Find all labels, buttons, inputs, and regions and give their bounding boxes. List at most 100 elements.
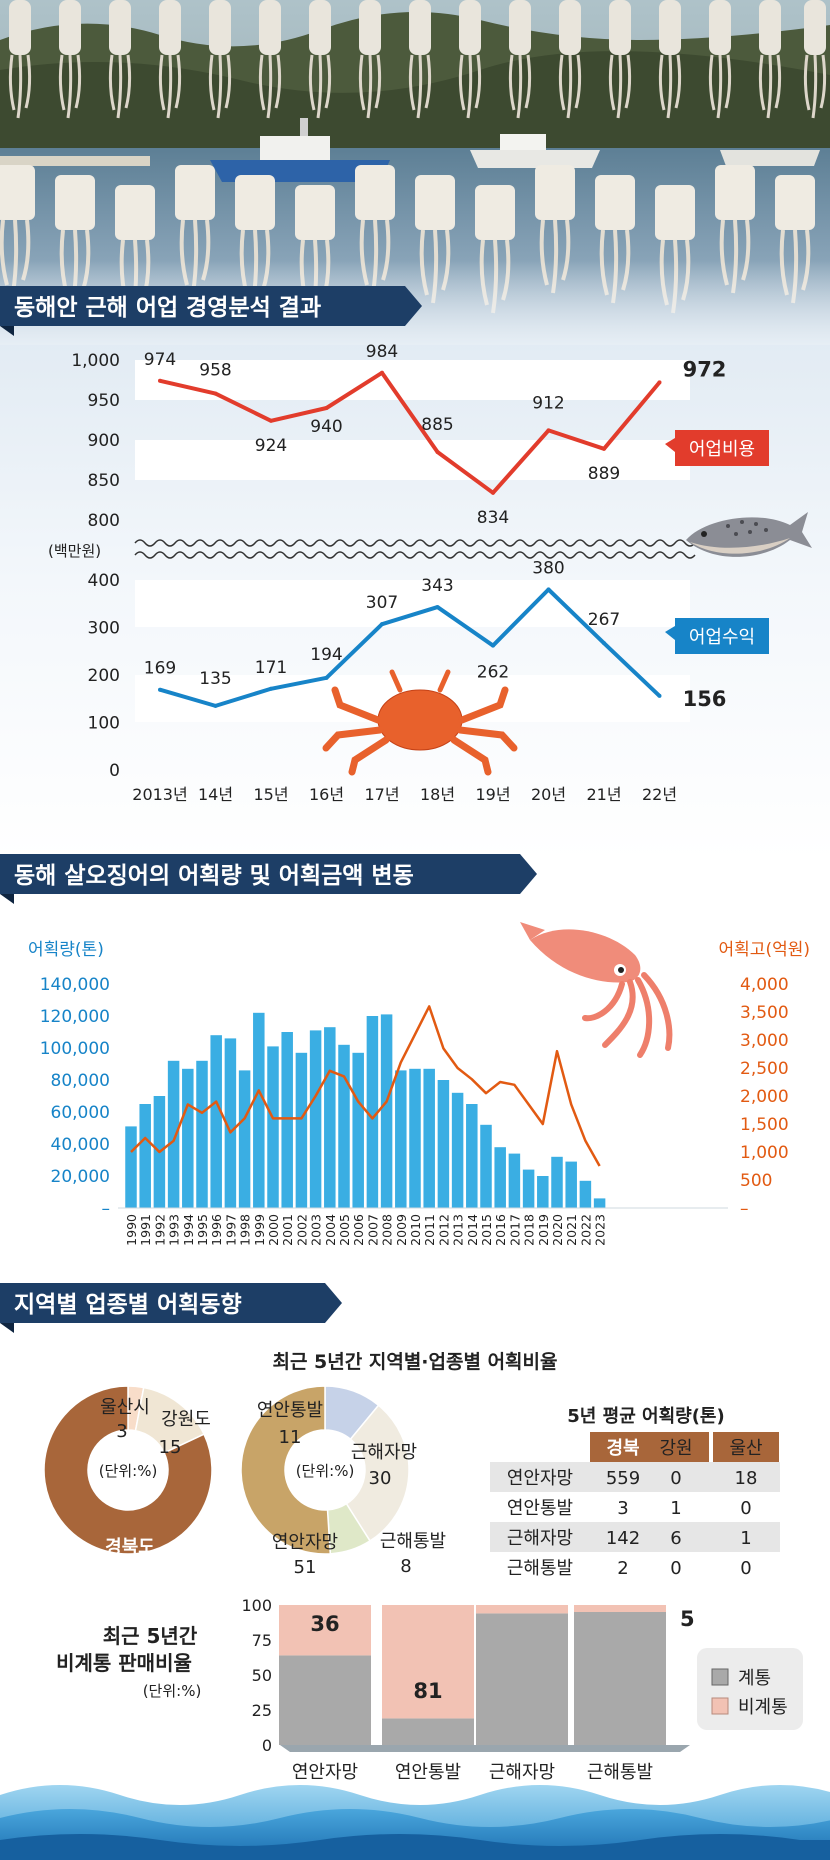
chart4-title-line1: 최근 5년간 bbox=[103, 1624, 198, 1648]
revenue-point bbox=[269, 686, 273, 691]
revenue-data-label: 380 bbox=[532, 559, 564, 579]
squid-body bbox=[709, 0, 731, 55]
x-category-label: 근해통발 bbox=[587, 1762, 653, 1783]
squid-tentacles bbox=[358, 54, 382, 119]
catch-bar bbox=[395, 1070, 407, 1208]
value-line bbox=[130, 1005, 601, 1167]
squid-tentacles bbox=[803, 54, 827, 119]
chart1-data-labels: 974 958 924 940 984 885 834 912 889 972 169 135 171 1… bbox=[144, 342, 727, 711]
revenue-data-label: 262 bbox=[477, 663, 509, 683]
cooperative-segment bbox=[279, 1655, 371, 1745]
table-header-label: 울산 bbox=[729, 1438, 762, 1459]
year-label: 2005 bbox=[337, 1214, 352, 1246]
region-donut-chart: (단위:%) 울산시 3 강원도 15 경북도 82 bbox=[43, 1385, 213, 1582]
cost-data-label: 889 bbox=[588, 464, 620, 484]
revenue-line bbox=[159, 587, 661, 708]
squid-body bbox=[759, 0, 781, 55]
table-row-label: 연안통발 bbox=[507, 1498, 573, 1519]
table-header-label: 경북 bbox=[606, 1438, 639, 1459]
chart4-legend: 계통 비계통 bbox=[697, 1648, 803, 1730]
year-label: 2016 bbox=[493, 1214, 508, 1246]
donut-slice-value: 15 bbox=[159, 1437, 182, 1458]
catch-bar bbox=[466, 1104, 478, 1208]
donut-hole bbox=[285, 1430, 365, 1510]
table-row-label: 연안자망 bbox=[507, 1468, 573, 1489]
donut-slice-value: 3 bbox=[116, 1421, 127, 1442]
donut-slice-value: 82 bbox=[117, 1561, 142, 1582]
squid-tentacles bbox=[658, 54, 682, 119]
section3-title: 지역별 업종별 어획동향 bbox=[14, 1292, 242, 1318]
catch-bar bbox=[238, 1070, 251, 1208]
table-cell: 142 bbox=[606, 1528, 640, 1549]
revenue-point bbox=[158, 687, 162, 692]
y-tick-lower: 0 bbox=[109, 761, 120, 781]
legend-fishing-cost-label: 어업비용 bbox=[689, 439, 755, 460]
left-tick: 80,000 bbox=[51, 1071, 110, 1091]
donut-center-label: (단위:%) bbox=[99, 1462, 158, 1480]
table-cell: 559 bbox=[606, 1468, 640, 1489]
catch-bar bbox=[409, 1068, 421, 1208]
catch-bar bbox=[437, 1080, 450, 1208]
squid-body bbox=[235, 175, 275, 230]
squid-tentacles bbox=[208, 54, 232, 119]
catch-bar bbox=[281, 1032, 293, 1208]
table-row-label: 근해통발 bbox=[507, 1558, 573, 1579]
squid-body bbox=[0, 165, 35, 220]
catch-bar bbox=[324, 1027, 336, 1208]
revenue-point bbox=[491, 643, 495, 648]
squid-body bbox=[609, 0, 631, 55]
base-shadow bbox=[280, 1745, 690, 1752]
left-tick: 140,000 bbox=[40, 975, 110, 995]
year-label: 2007 bbox=[365, 1214, 380, 1246]
squid-body bbox=[309, 0, 331, 55]
table-row bbox=[490, 1552, 780, 1582]
catch-bar bbox=[267, 1046, 279, 1208]
squid-tentacles bbox=[258, 54, 282, 119]
right-tick: 3,000 bbox=[740, 1031, 789, 1051]
chart1-y-ticks: 1,000 950 900 850 800 400 300 200 100 0 bbox=[71, 351, 120, 781]
year-label: 2019 bbox=[536, 1214, 551, 1246]
cooperative-segment bbox=[382, 1718, 474, 1745]
table-cell: 18 bbox=[735, 1468, 758, 1489]
right-tick: 2,000 bbox=[740, 1087, 789, 1107]
y-tick: 25 bbox=[252, 1701, 272, 1720]
year-label: 2012 bbox=[436, 1214, 451, 1246]
y-tick-upper: 900 bbox=[88, 431, 120, 451]
cost-point bbox=[602, 446, 606, 451]
revenue-point bbox=[435, 605, 440, 610]
year-label: 2017 bbox=[507, 1214, 522, 1246]
table-cell: 0 bbox=[740, 1498, 751, 1519]
grid-band bbox=[135, 360, 690, 400]
chart1-unit-label: (백만원) bbox=[48, 542, 101, 560]
year-label: 2015 bbox=[479, 1214, 494, 1246]
catch-bar bbox=[551, 1156, 563, 1208]
cost-point bbox=[435, 450, 440, 454]
cost-point bbox=[158, 378, 162, 383]
table-cell: 0 bbox=[670, 1468, 681, 1489]
year-label: 2022 bbox=[578, 1214, 593, 1246]
donut-hole bbox=[88, 1430, 168, 1510]
cost-point bbox=[491, 490, 495, 495]
donut-slice-label: 강원도 bbox=[161, 1409, 211, 1430]
legend-fishing-revenue-label: 어업수익 bbox=[689, 627, 755, 648]
chart4-title-line2: 비계통 판매비율 bbox=[56, 1651, 192, 1675]
squid-body bbox=[159, 0, 181, 55]
right-tick: 3,500 bbox=[740, 1003, 789, 1023]
squid-body bbox=[359, 0, 381, 55]
squid-body bbox=[415, 175, 455, 230]
non-cooperative-segment bbox=[476, 1605, 568, 1614]
y-tick: 50 bbox=[252, 1666, 272, 1685]
squid-body bbox=[109, 0, 131, 55]
cost-data-label: 958 bbox=[199, 361, 231, 381]
squid-tentacles bbox=[58, 54, 82, 119]
donut-slice-value: 11 bbox=[279, 1427, 302, 1448]
squid-body bbox=[115, 185, 155, 240]
axis-break-wave bbox=[134, 539, 696, 559]
squid-body bbox=[509, 0, 531, 55]
chart2-catch-bars bbox=[118, 1012, 728, 1209]
y-tick-lower: 300 bbox=[88, 619, 120, 639]
revenue-data-label: 307 bbox=[366, 593, 398, 613]
table-cell: 0 bbox=[670, 1558, 681, 1579]
cost-data-label: 940 bbox=[310, 417, 342, 437]
